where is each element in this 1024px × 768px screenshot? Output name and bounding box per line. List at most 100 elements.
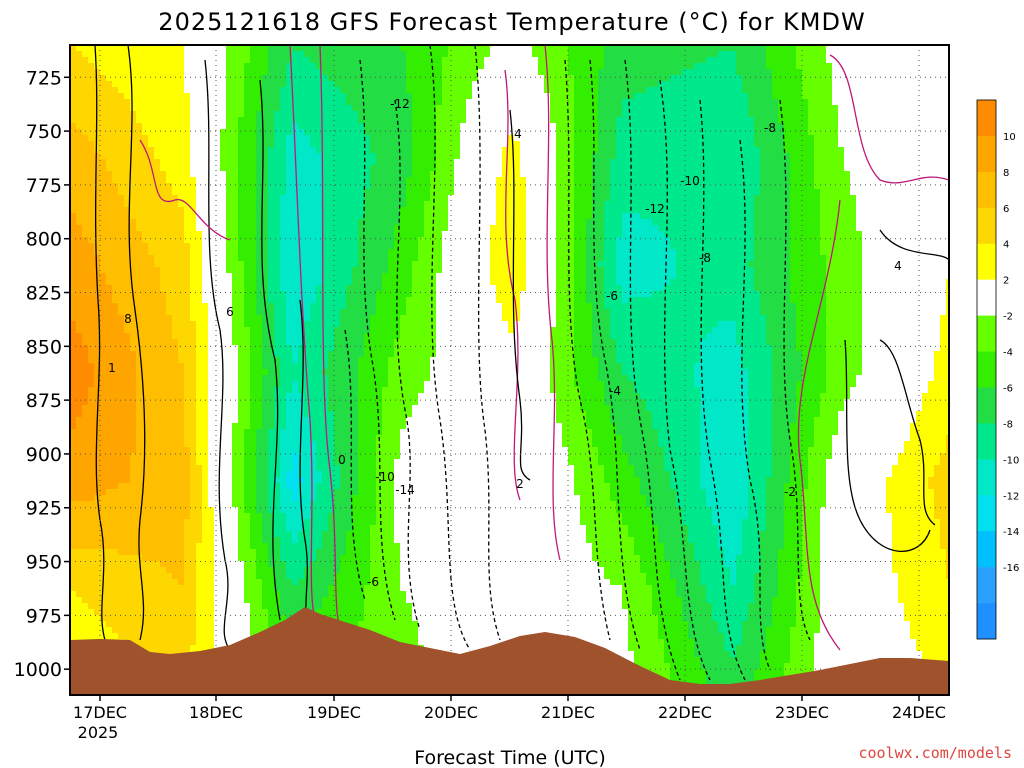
field-cell: [106, 201, 113, 208]
field-cell: [100, 93, 107, 100]
field-cell: [160, 207, 167, 214]
field-cell: [196, 447, 203, 454]
field-cell: [70, 471, 77, 478]
field-cell: [142, 453, 149, 460]
field-cell: [328, 387, 335, 394]
field-cell: [262, 453, 269, 460]
field-cell: [220, 63, 227, 70]
field-cell: [94, 531, 101, 538]
field-cell: [160, 615, 167, 622]
field-cell: [298, 585, 305, 592]
field-cell: [310, 165, 317, 172]
field-cell: [316, 603, 323, 610]
field-cell: [82, 249, 89, 256]
field-cell: [148, 639, 155, 646]
field-cell: [130, 393, 137, 400]
field-cell: [100, 183, 107, 190]
field-cell: [334, 453, 341, 460]
field-cell: [262, 63, 269, 70]
field-cell: [220, 435, 227, 442]
field-cell: [178, 363, 185, 370]
field-cell: [226, 543, 233, 550]
field-cell: [94, 147, 101, 154]
field-cell: [196, 597, 203, 604]
field-cell: [280, 519, 287, 526]
field-cell: [250, 603, 257, 610]
field-cell: [118, 315, 125, 322]
field-cell: [88, 177, 95, 184]
field-cell: [166, 447, 173, 454]
field-cell: [328, 459, 335, 466]
field-cell: [172, 597, 179, 604]
field-cell: [178, 519, 185, 526]
field-cell: [70, 339, 77, 346]
field-cell: [130, 591, 137, 598]
field-cell: [292, 273, 299, 280]
field-cell: [226, 315, 233, 322]
field-cell: [148, 261, 155, 268]
field-cell: [88, 369, 95, 376]
field-cell: [310, 555, 317, 562]
field-cell: [226, 453, 233, 460]
field-cell: [316, 597, 323, 604]
field-cell: [292, 465, 299, 472]
field-cell: [244, 531, 251, 538]
field-cell: [166, 147, 173, 154]
field-cell: [166, 417, 173, 424]
field-cell: [130, 519, 137, 526]
field-cell: [202, 207, 209, 214]
field-cell: [316, 501, 323, 508]
field-cell: [184, 249, 191, 256]
field-cell: [340, 201, 347, 208]
field-cell: [142, 249, 149, 256]
field-cell: [226, 243, 233, 250]
field-cell: [202, 639, 209, 646]
field-cell: [136, 51, 143, 58]
field-cell: [214, 387, 221, 394]
field-cell: [160, 573, 167, 580]
field-cell: [232, 423, 239, 430]
field-cell: [328, 411, 335, 418]
field-cell: [274, 291, 281, 298]
field-cell: [172, 147, 179, 154]
field-cell: [250, 135, 257, 142]
field-cell: [148, 255, 155, 262]
field-cell: [130, 135, 137, 142]
field-cell: [316, 345, 323, 352]
field-cell: [280, 225, 287, 232]
field-cell: [310, 591, 317, 598]
field-cell: [154, 465, 161, 472]
field-cell: [184, 453, 191, 460]
field-cell: [310, 195, 317, 202]
field-cell: [268, 237, 275, 244]
field-cell: [148, 375, 155, 382]
field-cell: [100, 219, 107, 226]
field-cell: [310, 567, 317, 574]
field-cell: [304, 255, 311, 262]
field-cell: [178, 549, 185, 556]
field-cell: [70, 195, 77, 202]
field-cell: [334, 297, 341, 304]
field-cell: [178, 273, 185, 280]
field-cell: [256, 417, 263, 424]
field-cell: [160, 417, 167, 424]
field-cell: [202, 219, 209, 226]
field-cell: [136, 585, 143, 592]
field-cell: [142, 363, 149, 370]
field-cell: [118, 207, 125, 214]
field-cell: [298, 63, 305, 70]
field-cell: [292, 261, 299, 268]
field-cell: [118, 501, 125, 508]
field-cell: [112, 477, 119, 484]
field-cell: [310, 87, 317, 94]
field-cell: [292, 597, 299, 604]
field-cell: [256, 57, 263, 64]
field-cell: [310, 393, 317, 400]
field-cell: [118, 285, 125, 292]
field-cell: [232, 81, 239, 88]
field-cell: [136, 279, 143, 286]
field-cell: [262, 585, 269, 592]
field-cell: [322, 87, 329, 94]
field-cell: [148, 399, 155, 406]
field-cell: [154, 285, 161, 292]
